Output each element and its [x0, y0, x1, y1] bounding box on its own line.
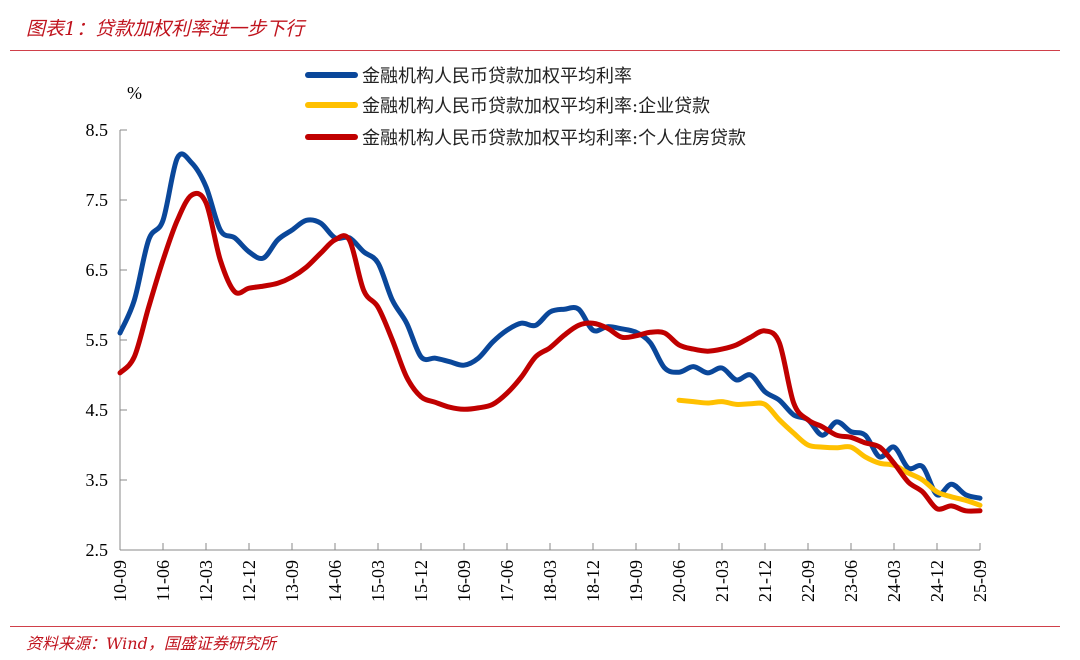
legend-label-1: 金融机构人民币贷款加权平均利率:企业贷款: [362, 96, 710, 117]
x-tick-label: 24-03: [884, 560, 904, 602]
y-tick-label: 5.5: [86, 330, 109, 350]
y-tick-label: 3.5: [86, 470, 109, 490]
title-divider: [10, 50, 1060, 51]
x-tick-label: 21-12: [755, 560, 775, 602]
source-note: 资料来源：Wind，国盛证券研究所: [26, 634, 276, 653]
x-tick-label: 20-06: [669, 560, 689, 602]
y-axis-unit: %: [127, 83, 142, 103]
x-tick-label: 10-09: [110, 560, 130, 602]
x-tick-label: 12-03: [196, 560, 216, 602]
x-tick-label: 15-03: [368, 560, 388, 602]
legend-label-0: 金融机构人民币贷款加权平均利率: [362, 66, 632, 87]
y-tick-label: 6.5: [86, 260, 109, 280]
y-tick-label: 8.5: [86, 120, 109, 140]
x-tick-label: 13-09: [282, 560, 302, 602]
y-tick-label: 7.5: [86, 190, 109, 210]
footer-divider: [10, 626, 1060, 627]
x-tick-label: 11-06: [153, 560, 173, 601]
x-tick-label: 15-12: [411, 560, 431, 602]
series-line-2: [117, 190, 983, 514]
x-tick-label: 12-12: [239, 560, 259, 602]
y-tick-label: 2.5: [86, 540, 109, 560]
x-tick-label: 18-12: [583, 560, 603, 602]
x-tick-label: 19-09: [626, 560, 646, 602]
x-tick-label: 23-06: [841, 560, 861, 602]
series-line-1: [676, 397, 983, 508]
x-tick-label: 21-03: [712, 560, 732, 602]
x-tick-label: 18-03: [540, 560, 560, 602]
series-line-0: [117, 151, 983, 501]
x-tick-label: 16-09: [454, 560, 474, 602]
x-tick-label: 14-06: [325, 560, 345, 602]
x-tick-label: 17-06: [497, 560, 517, 602]
x-tick-label: 24-12: [927, 560, 947, 602]
y-tick-label: 4.5: [86, 400, 109, 420]
x-tick-label: 22-09: [798, 560, 818, 602]
legend-label-2: 金融机构人民币贷款加权平均利率:个人住房贷款: [362, 128, 746, 149]
x-tick-label: 25-09: [970, 560, 990, 602]
chart-title: 图表1：贷款加权利率进一步下行: [26, 18, 305, 40]
